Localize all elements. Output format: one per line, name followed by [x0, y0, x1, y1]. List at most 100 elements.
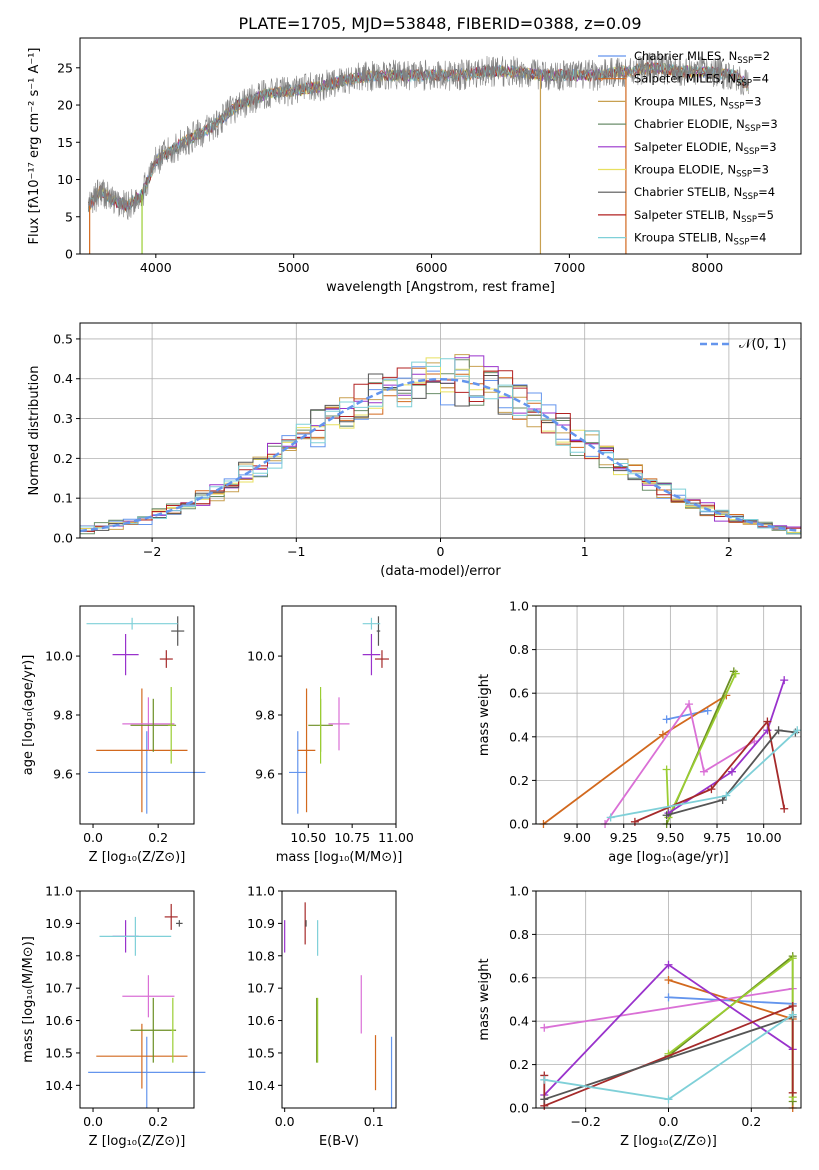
x-tick-label: 0 [437, 544, 445, 559]
x-tick-label: 0.2 [148, 830, 168, 845]
x-tick-label: 2 [725, 544, 733, 559]
legend-entry: Kroupa ELODIE, NSSP=3 [634, 163, 769, 180]
weight-point-marker [664, 960, 673, 969]
weight-point-marker [722, 791, 731, 800]
legend-label: Chabrier ELODIE, N [634, 117, 745, 131]
x-tick-label: 10.75 [334, 830, 370, 845]
y-tick-label: 9.8 [255, 708, 275, 723]
x-axis-label: Z [log₁₀(Z/Z⊙)] [620, 1134, 717, 1149]
y-tick-label: 9.8 [53, 708, 73, 723]
y-tick-label: 0.6 [509, 686, 529, 701]
y-tick-label: 0.0 [53, 531, 73, 546]
legend-count: =4 [758, 185, 775, 199]
y-axis-label: Flux [fλ10⁻¹⁷ erg cm⁻² s⁻¹ A⁻¹] [27, 48, 42, 245]
legend-entry: Kroupa MILES, NSSP=3 [634, 94, 761, 111]
legend-count: =3 [760, 140, 777, 154]
y-tick-label: 10.6 [45, 1013, 73, 1028]
y-tick-label: 11.0 [247, 884, 275, 899]
y-tick-label: 0.4 [509, 1014, 529, 1029]
legend-label: Kroupa ELODIE, N [634, 163, 736, 177]
y-tick-label: 10.9 [45, 916, 73, 931]
errorbar-point [328, 697, 350, 751]
x-tick-label: 9.00 [563, 830, 591, 845]
legend-count: =3 [752, 163, 769, 177]
legend-count: =5 [757, 208, 774, 222]
legend-count: =4 [749, 231, 766, 245]
y-tick-label: 15 [57, 135, 73, 150]
x-tick-label: 6000 [416, 260, 448, 275]
weight-series-line [544, 987, 793, 1029]
y-tick-label: 10.0 [45, 649, 73, 664]
legend-label: Chabrier STELIB, N [634, 185, 742, 199]
weight-point-marker [662, 811, 671, 820]
legend-entry: Chabrier MILES, NSSP=2 [634, 49, 770, 66]
errorbar-point [171, 997, 175, 1063]
legend-entry: Salpeter MILES, NSSP=4 [634, 72, 769, 89]
y-tick-label: 10.5 [247, 1045, 275, 1060]
mass-vs-Z-panel: 0.0 0.2 10.4 10.5 10.6 10.7 10.8 10.9 11.0 Z [log… [21, 884, 206, 1149]
weight-point-marker [707, 785, 716, 794]
age-vs-Z-panel: 0.0 0.2 9.6 9.8 10.0 Z [log₁₀(Z/Z⊙)] age [log₁… [21, 605, 206, 865]
y-tick-label: 0.3 [53, 411, 73, 426]
errorbar-point [130, 997, 177, 1063]
y-tick-label: 0.8 [509, 642, 529, 657]
spectrum-axes-frame [79, 37, 802, 255]
weight-series [540, 1010, 797, 1104]
gaussian-legend-label: 𝒩(0, 1) [739, 337, 786, 352]
y-tick-label: 0.0 [509, 817, 529, 832]
x-tick-label: 11.00 [378, 830, 414, 845]
y-axis-label: Normed distribution [27, 366, 42, 496]
y-tick-label: 0 [65, 247, 73, 262]
y-tick-label: 0.5 [53, 331, 73, 346]
weight-series-line [666, 709, 708, 721]
weight-series-line [668, 996, 793, 1005]
y-tick-label: 10.0 [247, 649, 275, 664]
age-vs-Z-frame [79, 605, 195, 825]
y-tick-label: 0.2 [53, 451, 73, 466]
x-axis-label: Z [log₁₀(Z/Z⊙)] [89, 1134, 186, 1149]
errorbar-point [112, 633, 139, 676]
weight-point-marker [662, 765, 671, 774]
legend-label: Salpeter MILES, N [634, 72, 736, 86]
weight-point-marker [780, 804, 789, 813]
errorbar-point [88, 731, 206, 814]
weight-point-marker [540, 1095, 549, 1104]
y-tick-label: 10.4 [45, 1078, 73, 1093]
weight-point-marker [662, 715, 671, 724]
weight-point-marker [763, 717, 772, 726]
x-tick-label: 10.50 [290, 830, 326, 845]
errorbar-point [96, 688, 188, 813]
x-tick-label: 1 [581, 544, 589, 559]
weight-series-line [668, 679, 786, 814]
errorbar-point [176, 920, 183, 927]
x-axis-label: age [log₁₀(age/yr)] [608, 850, 729, 865]
weight-point-marker [788, 954, 797, 963]
errorbar-point [86, 617, 178, 630]
x-tick-label: 7000 [553, 260, 585, 275]
x-axis-label: (data-model)/error [380, 564, 501, 579]
legend-label: Kroupa MILES, N [634, 94, 729, 108]
weight-point-marker [731, 669, 740, 678]
weight-point-marker [658, 730, 667, 739]
errorbar-point [167, 687, 175, 764]
y-tick-label: 0.6 [509, 970, 529, 985]
x-tick-label: 9.25 [610, 830, 638, 845]
x-tick-label: −2 [143, 544, 161, 559]
legend-entry: Salpeter ELODIE, NSSP=3 [634, 140, 777, 157]
mass-vs-EBV-frame [281, 890, 397, 1109]
x-tick-label: 4000 [140, 260, 172, 275]
weight-point-marker [664, 993, 673, 1002]
weight-series-line [542, 694, 727, 825]
weight-series-line [604, 701, 755, 825]
weight-point-marker [780, 676, 789, 685]
y-tick-label: 9.6 [53, 766, 73, 781]
weight-vs-age-panel: 9.00 9.25 9.50 9.75 10.00 0.0 0.2 0.4 0.6 0.8 1.0 a… [477, 599, 802, 865]
weight-point-marker [788, 1010, 797, 1019]
errorbar-point [171, 616, 185, 646]
legend-subscript: SSP [741, 215, 757, 225]
y-tick-label: 0.2 [509, 773, 529, 788]
legend-entry: Salpeter STELIB, NSSP=5 [634, 208, 774, 225]
y-tick-label: 10 [57, 172, 73, 187]
x-axis-label: wavelength [Angstrom, rest frame] [326, 280, 555, 295]
